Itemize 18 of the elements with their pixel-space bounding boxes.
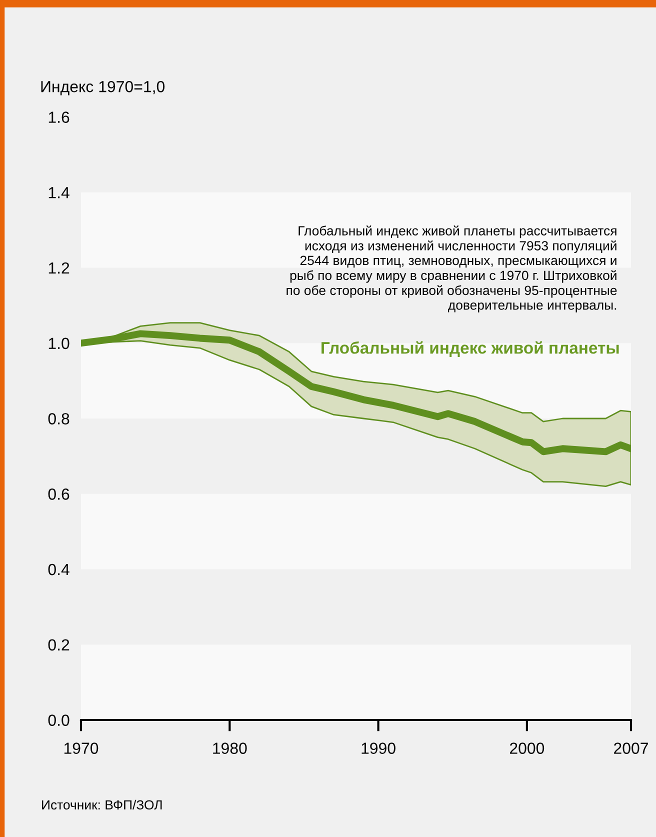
x-tick-label: 1980 bbox=[213, 742, 247, 754]
y-tick-label: 1.4 bbox=[48, 187, 70, 198]
y-tick-label: 0.6 bbox=[48, 488, 70, 500]
x-tick-label: 1970 bbox=[64, 742, 98, 754]
y-tick-label: 1.0 bbox=[48, 338, 70, 350]
y-tick-label: 0.2 bbox=[48, 639, 70, 651]
y-tick-label: 0.0 bbox=[48, 714, 70, 726]
y-tick-label: 0.8 bbox=[48, 413, 70, 424]
y-axis-title: Индекс 1970=1,0 bbox=[41, 80, 165, 96]
y-tick-label: 1.2 bbox=[48, 262, 70, 274]
series-label: Глобальный индекс живой планеты bbox=[322, 341, 619, 357]
annotation: Глобальный индекс живой планеты рассчитывается исходя из изменений численности 7953 популяций 2544 видов птиц, земноводных, пресмыкающихся и рыб по всему миру в сравнении с 1970 г. Штриховкой по обе стороны от кривой обозначены 95-процентные доверительные интервалы. bbox=[286, 226, 617, 312]
x-tick-label: 1990 bbox=[362, 742, 396, 754]
y-tick-label: 0.4 bbox=[48, 564, 70, 576]
x-tick-label: 2007 bbox=[614, 742, 648, 754]
x-tick-label: 2000 bbox=[510, 742, 544, 754]
y-tick-label: 1.6 bbox=[48, 112, 70, 123]
text: Источник: ВФП/ЗОЛ bbox=[42, 800, 162, 810]
